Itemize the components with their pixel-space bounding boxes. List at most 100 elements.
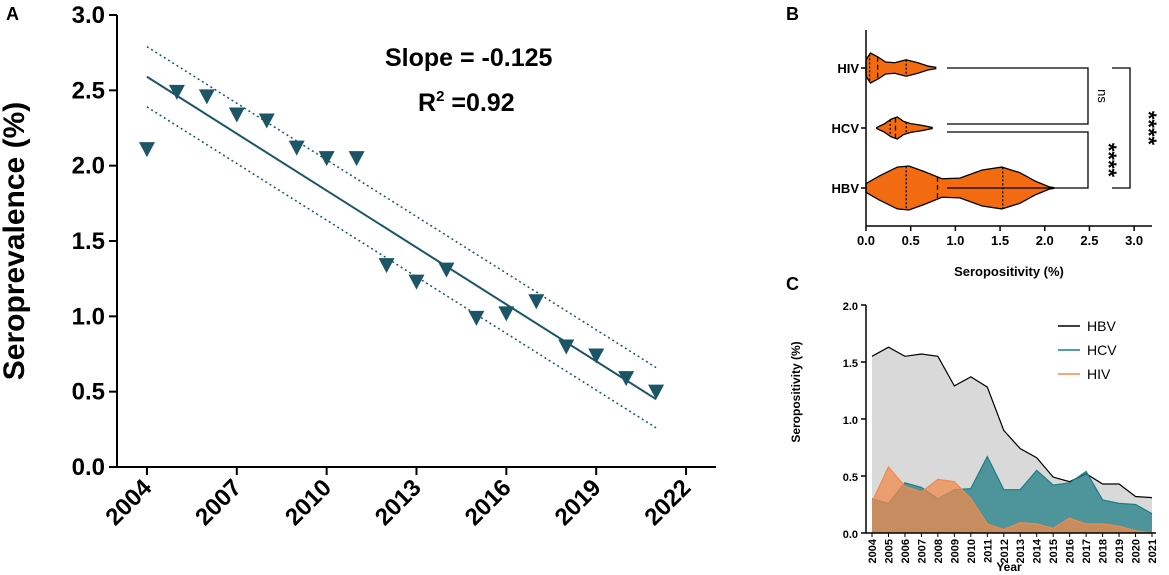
c-x-tick-label: 2014 [1032,538,1044,563]
c-x-tick-label: 2010 [966,539,978,563]
b-x-tick-label: 3.0 [1125,233,1143,248]
c-line-hbv [871,346,1153,499]
b-x-axis-label: Seropositivity (%) [954,264,1064,279]
c-legend-label: HCV [1087,342,1117,358]
b-x-tick-label: 1.5 [991,233,1009,248]
c-x-tick-label: 2006 [900,539,912,563]
a-y-tick-label: 0.0 [72,454,105,481]
c-legend-label: HIV [1087,366,1111,382]
c-line-hcv [871,455,1153,515]
c-y-tick-label: 0.5 [843,472,858,484]
a-data-point [498,306,515,322]
c-x-tick-label: 2021 [1147,539,1159,563]
a-data-point [348,151,365,167]
a-data-point [258,113,275,129]
a-data-point [528,294,545,310]
c-area-hiv [872,466,1152,533]
a-r2-annotation: R2 =0.92 [418,88,515,117]
a-regression-line [146,75,657,401]
a-data-point [588,348,605,364]
c-legend-label: HBV [1087,318,1116,334]
c-x-tick-label: 2015 [1048,539,1060,563]
a-data-point [408,274,425,290]
a-y-tick-label: 3.0 [72,2,105,29]
c-line-hiv [871,465,1153,534]
panel-c: C 0.0 0.5 1.0 1.5 2.0 2004 2005 2006 2007 2008 200… [786,274,1159,574]
c-x-tick-label: 2012 [999,539,1011,563]
b-axes: HIV HCV HBV 0.0 0.5 1.0 1.5 2.0 2.5 3.0 [832,30,1152,248]
c-axes: 0.0 0.5 1.0 1.5 2.0 2004 2005 2006 2007 2008 2009 2… [843,301,1159,563]
a-y-tick-label: 2.0 [72,153,105,180]
c-y-tick-label: 1.5 [843,358,858,370]
a-y-tick-label: 1.5 [72,228,105,255]
b-x-tick-label: 0.5 [902,233,920,248]
panel-b: B HIV HCV HBV 0.0 0.5 1.0 1.5 2.0 2.5 3.0 ns **** *… [786,4,1161,279]
a-data-point [618,371,635,387]
a-data-point [168,84,185,100]
a-regression-line-group [146,75,657,401]
panel-a: A 0.0 0.5 1.0 1.5 2.0 2.5 3.0 2004 2007 2010 2013 2… [0,2,716,531]
panel-letter-a: A [6,4,19,24]
a-x-tick-label: 2013 [370,474,427,531]
a-data-point [198,89,215,105]
a-data-point [468,310,485,326]
a-data-point [138,142,155,158]
a-data-points [138,84,665,400]
a-x-tick-label: 2022 [639,474,696,531]
a-ci-upper-line [146,46,657,369]
c-y-tick-label: 0.0 [843,529,858,541]
a-data-point [648,384,665,400]
b-significance-label-hcv-hbv: **** [1096,143,1121,178]
c-x-tick-label: 2019 [1114,539,1126,563]
b-bracket-hcv-hbv [947,131,1089,189]
b-x-tick-label: 2.0 [1036,233,1054,248]
a-slope-annotation: Slope = -0.125 [385,44,553,72]
a-data-point [378,258,395,274]
b-x-tick-label: 1.0 [946,233,964,248]
a-data-point [318,151,335,167]
a-x-tick-label: 2016 [460,474,517,531]
c-x-tick-label: 2017 [1081,539,1093,563]
b-bracket-hiv-hcv [947,67,1089,125]
b-significance-label-hiv-hbv: **** [1136,111,1161,146]
b-x-tick-label: 0.0 [857,233,875,248]
b-category-label: HIV [837,61,859,76]
b-category-label: HBV [832,181,860,196]
a-data-point [288,140,305,156]
c-area-series [871,346,1153,534]
b-significance-label-ns: ns [1095,89,1110,103]
c-x-tick-label: 2018 [1098,539,1110,563]
c-y-axis-label: Seropositivity (%) [789,341,803,442]
c-x-tick-label: 2007 [916,539,928,563]
c-y-tick-label: 2.0 [843,301,858,313]
a-data-point [438,262,455,278]
a-x-tick-label: 2010 [280,474,337,531]
b-significance-brackets: ns **** **** [947,67,1161,189]
a-y-tick-label: 0.5 [72,379,105,406]
a-axes: 0.0 0.5 1.0 1.5 2.0 2.5 3.0 2004 2007 2010 2013 201… [72,2,716,531]
panel-letter-c: C [786,274,799,294]
c-x-tick-label: 2008 [933,539,945,563]
c-x-tick-label: 2004 [867,538,879,563]
c-x-tick-label: 2005 [883,539,895,563]
b-category-label: HCV [832,121,860,136]
a-x-tick-label: 2007 [190,474,247,531]
c-legend: HBV HCV HIV [1058,318,1117,382]
a-y-tick-label: 1.0 [72,303,105,330]
b-violin-hiv [865,52,937,84]
a-data-point [558,339,575,355]
a-ci-lower-line [146,106,657,429]
b-x-tick-label: 2.5 [1080,233,1098,248]
a-data-point [228,107,245,123]
a-x-tick-label: 2004 [100,474,157,531]
panel-letter-b: B [786,4,799,24]
a-confidence-band [146,46,657,429]
a-y-axis-label: Seroprevalence (%) [0,102,31,380]
c-x-tick-label: 2009 [949,539,961,563]
a-y-tick-label: 2.5 [72,77,105,104]
c-x-tick-label: 2016 [1065,539,1077,563]
c-x-tick-label: 2011 [982,539,994,563]
c-x-tick-label: 2013 [1015,539,1027,563]
c-x-tick-label: 2020 [1131,539,1143,563]
